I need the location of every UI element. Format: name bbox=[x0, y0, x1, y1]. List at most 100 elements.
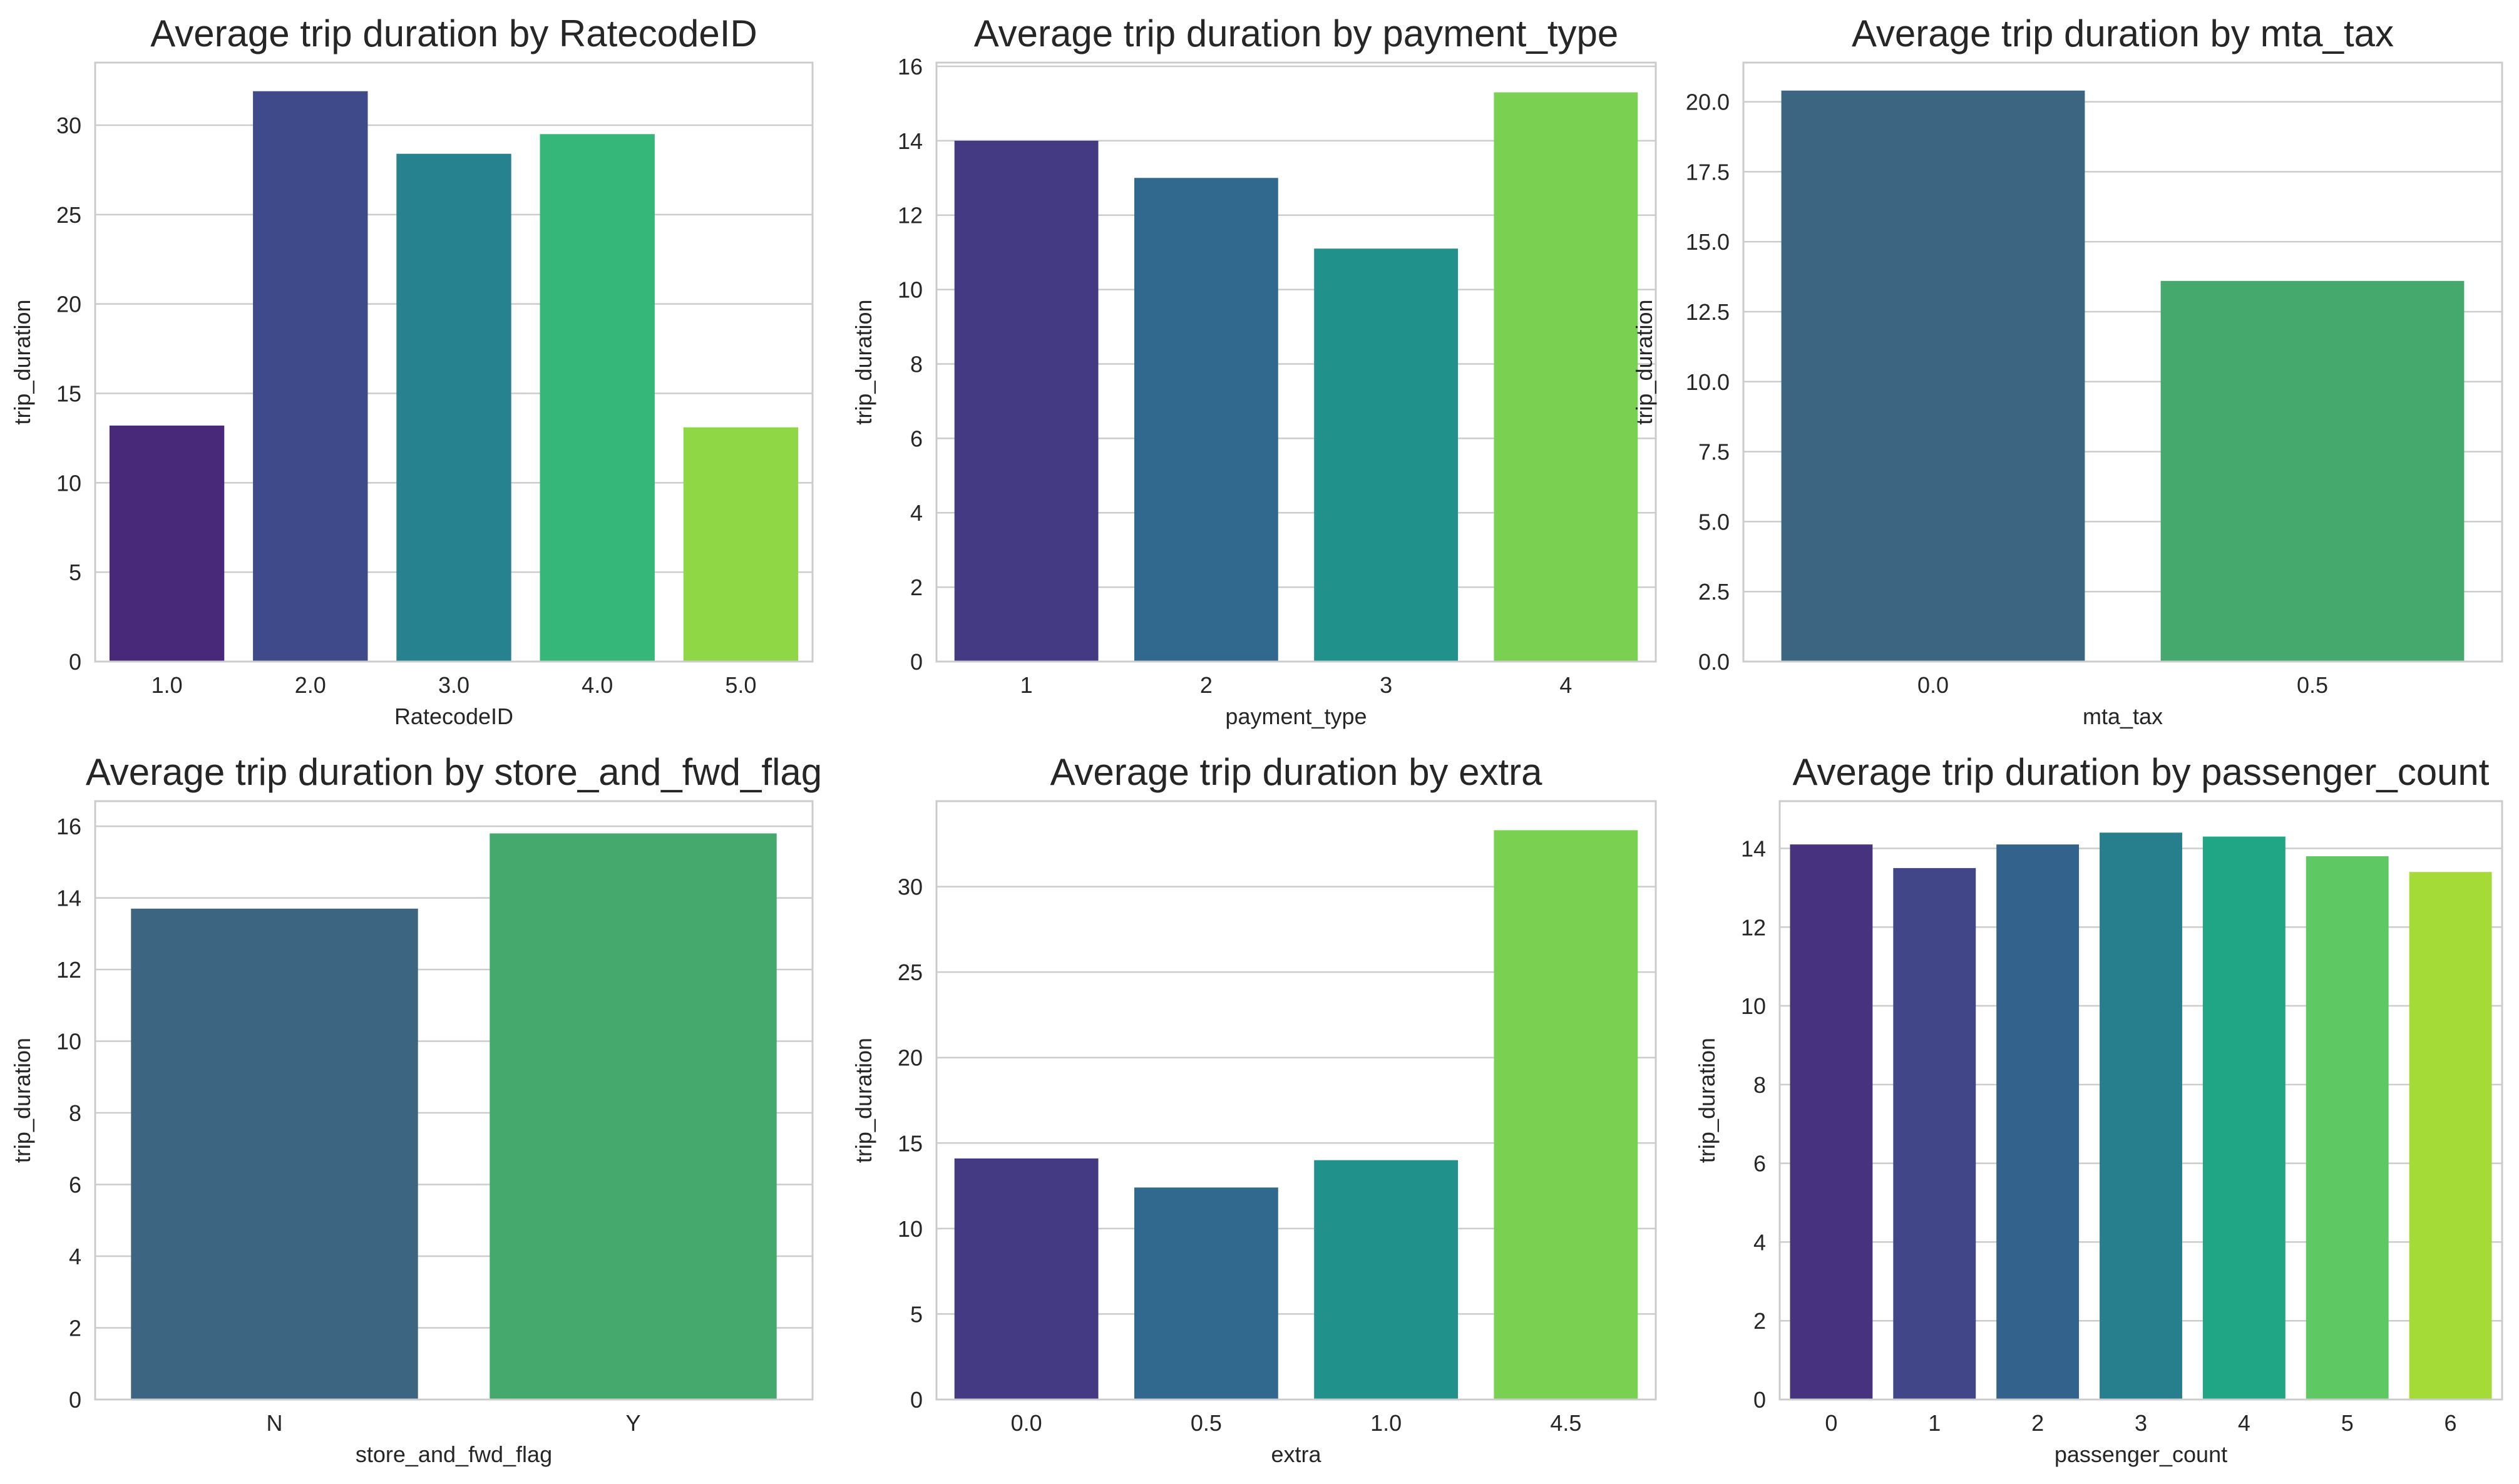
x-tick-label: Y bbox=[625, 1410, 640, 1436]
y-tick-label: 2.5 bbox=[1698, 579, 1730, 605]
bar-3 bbox=[1314, 248, 1459, 662]
y-axis-label: trip_duration bbox=[9, 299, 35, 424]
y-tick-label: 6 bbox=[910, 426, 923, 451]
y-tick-label: 2 bbox=[1753, 1308, 1766, 1334]
chart-title: Average trip duration by passenger_count bbox=[1793, 751, 2490, 793]
chart-title: Average trip duration by store_and_fwd_f… bbox=[86, 751, 822, 793]
plot-frame bbox=[94, 61, 814, 663]
bar-3 bbox=[2100, 832, 2182, 1400]
x-tick-label: 2 bbox=[2031, 1410, 2044, 1436]
chart-panel-1: 0 5 10 15 20 25 30 1.0 2.0 3.0 4.0 5.0 Average trip … bbox=[9, 13, 814, 729]
bar-2 bbox=[1134, 178, 1278, 662]
x-tick-label: 4 bbox=[1559, 672, 1572, 698]
y-tick-label: 30 bbox=[56, 113, 81, 138]
x-tick-label: 2.0 bbox=[295, 672, 326, 698]
y-tick-label: 5.0 bbox=[1698, 509, 1730, 535]
y-tick-label: 12 bbox=[56, 957, 81, 983]
y-tick-label: 0 bbox=[1753, 1387, 1766, 1413]
y-tick-label: 0 bbox=[910, 1387, 923, 1413]
y-tick-label: 25 bbox=[56, 202, 81, 228]
chart-panel-4: 0 2 4 6 8 10 12 14 16 N Y Average trip duration by … bbox=[9, 751, 822, 1467]
bar-0.5 bbox=[1134, 1187, 1278, 1400]
y-tick-label: 25 bbox=[898, 959, 923, 985]
y-tick-label: 10 bbox=[898, 1216, 923, 1242]
chart-title: Average trip duration by mta_tax bbox=[1852, 13, 2394, 54]
y-tick-label: 6 bbox=[69, 1172, 81, 1198]
x-tick-label: 0.0 bbox=[1011, 1410, 1042, 1436]
y-tick-label: 10.0 bbox=[1686, 369, 1730, 395]
bar-0 bbox=[1790, 844, 1873, 1400]
bar-1.0 bbox=[109, 425, 225, 662]
y-tick-label: 16 bbox=[56, 814, 81, 839]
x-tick-label: 2 bbox=[1200, 672, 1213, 698]
y-tick-label: 20 bbox=[898, 1045, 923, 1071]
y-tick-label: 10 bbox=[56, 1029, 81, 1055]
y-tick-label: 6 bbox=[1753, 1151, 1766, 1177]
y-tick-label: 0.0 bbox=[1698, 649, 1730, 675]
x-tick-label: 1.0 bbox=[1370, 1410, 1402, 1436]
y-tick-label: 14 bbox=[898, 128, 923, 154]
y-tick-label: 15 bbox=[56, 381, 81, 406]
x-axis-label: store_and_fwd_flag bbox=[356, 1441, 552, 1467]
bar-0.0 bbox=[954, 1158, 1099, 1400]
chart-title: Average trip duration by extra bbox=[1050, 751, 1542, 793]
bar-1 bbox=[1893, 867, 1976, 1400]
plot-frame bbox=[935, 800, 1657, 1401]
x-tick-label: 1.0 bbox=[151, 672, 183, 698]
bar-0.0 bbox=[1781, 90, 2085, 662]
y-tick-label: 2 bbox=[910, 575, 923, 600]
bar-1.0 bbox=[1314, 1160, 1459, 1400]
plot-frame bbox=[94, 800, 814, 1401]
x-tick-label: 4.5 bbox=[1550, 1410, 1581, 1436]
bar-2.0 bbox=[253, 91, 368, 662]
y-tick-label: 0 bbox=[910, 649, 923, 675]
y-axis-label: trip_duration bbox=[9, 1038, 35, 1163]
y-tick-label: 14 bbox=[56, 886, 81, 911]
y-tick-label: 10 bbox=[56, 470, 81, 496]
bar-4.0 bbox=[540, 134, 655, 662]
y-tick-label: 30 bbox=[898, 874, 923, 900]
y-axis-label: trip_duration bbox=[851, 1038, 876, 1163]
y-tick-label: 5 bbox=[910, 1301, 923, 1327]
bar-6 bbox=[2409, 872, 2492, 1400]
chart-title: Average trip duration by payment_type bbox=[974, 13, 1619, 54]
bar-3.0 bbox=[396, 153, 511, 662]
y-tick-label: 8 bbox=[910, 351, 923, 377]
y-axis-label: trip_duration bbox=[1631, 299, 1657, 424]
plot-frame bbox=[1742, 61, 2503, 663]
x-tick-label: 4.0 bbox=[582, 672, 613, 698]
y-tick-label: 16 bbox=[898, 54, 923, 79]
plot-frame bbox=[935, 61, 1657, 663]
y-tick-label: 12 bbox=[898, 203, 923, 228]
bar-Y bbox=[490, 833, 777, 1400]
x-tick-label: 1 bbox=[1020, 672, 1033, 698]
x-axis-label: RatecodeID bbox=[394, 704, 513, 729]
y-tick-label: 4 bbox=[910, 500, 923, 526]
y-tick-label: 0 bbox=[69, 1387, 81, 1413]
x-tick-label: 0.5 bbox=[2297, 672, 2328, 698]
y-axis-label: trip_duration bbox=[1694, 1038, 1720, 1163]
x-axis-label: extra bbox=[1271, 1441, 1321, 1467]
y-tick-label: 15 bbox=[898, 1130, 923, 1156]
bar-5 bbox=[2306, 856, 2389, 1400]
x-tick-label: 3.0 bbox=[438, 672, 469, 698]
x-tick-label: 6 bbox=[2445, 1410, 2457, 1436]
y-tick-label: 4 bbox=[1753, 1229, 1766, 1255]
x-tick-label: 4 bbox=[2238, 1410, 2250, 1436]
y-axis-label: trip_duration bbox=[851, 299, 876, 424]
plot-frame bbox=[1778, 800, 2503, 1401]
x-tick-label: 0.5 bbox=[1191, 1410, 1222, 1436]
y-tick-label: 10 bbox=[1741, 993, 1766, 1019]
x-axis-label: payment_type bbox=[1225, 704, 1367, 729]
y-tick-label: 0 bbox=[69, 649, 81, 675]
x-tick-label: 3 bbox=[1380, 672, 1392, 698]
bar-4 bbox=[2202, 836, 2286, 1400]
y-tick-label: 12.5 bbox=[1686, 299, 1730, 325]
x-tick-label: 0.0 bbox=[1917, 672, 1949, 698]
bar-0.5 bbox=[2160, 280, 2465, 662]
y-tick-label: 12 bbox=[1741, 914, 1766, 940]
bar-5.0 bbox=[683, 427, 799, 662]
x-tick-label: 5 bbox=[2341, 1410, 2354, 1436]
